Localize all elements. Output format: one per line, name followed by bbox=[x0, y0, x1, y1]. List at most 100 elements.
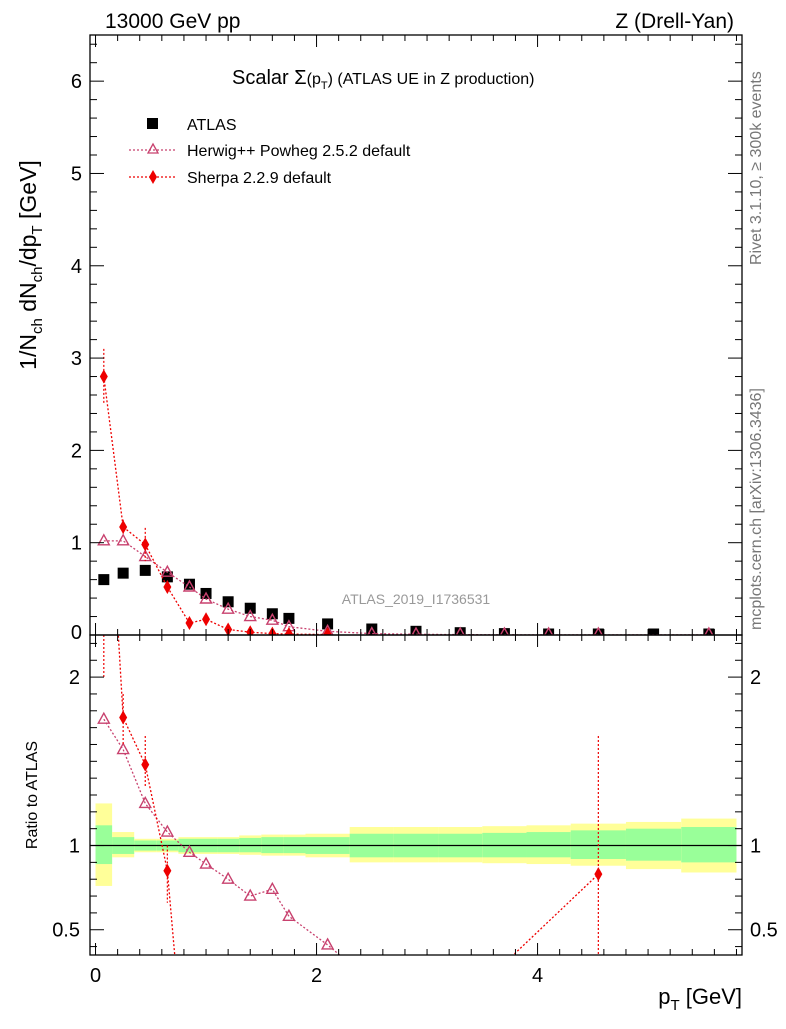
main-point-herwig bbox=[97, 533, 111, 546]
legend: ATLAS Herwig++ Powheg 2.5.2 default Sher… bbox=[129, 117, 411, 187]
legend-marker-atlas bbox=[147, 118, 158, 129]
ylabel-sub-a: ch bbox=[29, 318, 46, 334]
xlabel-sub-a: T bbox=[670, 997, 679, 1014]
main-point-herwig bbox=[593, 626, 603, 635]
ratio-point-herwig bbox=[265, 881, 280, 895]
plot-title: Scalar Σ(pT) (ATLAS UE in Z production) bbox=[232, 67, 534, 92]
mcplots-label: mcplots.cern.ch [arXiv:1306.3436] bbox=[748, 388, 765, 630]
ratio-point-herwig bbox=[138, 795, 152, 809]
ratio-point-herwig bbox=[182, 844, 197, 857]
main-point-sherpa bbox=[119, 520, 128, 534]
main-point-herwig bbox=[366, 626, 377, 635]
ratio-panel-frame bbox=[89, 634, 743, 956]
main-point-herwig bbox=[182, 579, 197, 592]
main-y-tick-label: 6 bbox=[71, 71, 82, 93]
main-point-atlas bbox=[498, 628, 510, 635]
band-inner-bin bbox=[95, 825, 113, 865]
ratio-point-herwig bbox=[97, 711, 111, 724]
main-point-atlas bbox=[244, 602, 256, 614]
x-tick-label: 0 bbox=[90, 965, 101, 987]
main-point-sherpa bbox=[185, 616, 194, 630]
ylabel-part-b: dN bbox=[15, 282, 41, 318]
main-point-herwig bbox=[321, 623, 334, 635]
ratio-plot-area bbox=[97, 635, 603, 955]
main-point-atlas bbox=[592, 628, 604, 635]
header-left: 13000 GeV pp bbox=[105, 10, 240, 33]
main-point-herwig bbox=[499, 626, 510, 635]
main-point-atlas bbox=[183, 578, 195, 590]
main-line-herwig bbox=[103, 540, 709, 635]
main-point-sherpa bbox=[224, 622, 233, 635]
main-point-herwig bbox=[265, 612, 280, 625]
main-point-herwig bbox=[704, 626, 714, 635]
main-point-herwig bbox=[221, 601, 235, 614]
main-y-axis-label: 1/Nch dNch/dpT [GeV] bbox=[15, 160, 46, 370]
ratio-point-herwig bbox=[221, 871, 235, 884]
main-y-tick-label: 3 bbox=[71, 348, 82, 370]
main-point-herwig bbox=[160, 564, 175, 577]
ratio-y-tick-label: 0.5 bbox=[52, 920, 80, 942]
ratio-y-tick-label-right: 1 bbox=[750, 836, 761, 858]
main-point-herwig bbox=[543, 626, 554, 635]
ratio-y-tick-label: 1 bbox=[69, 836, 80, 858]
main-line-sherpa bbox=[103, 376, 328, 635]
ylabel-sub-c: T bbox=[29, 225, 46, 234]
main-point-herwig bbox=[411, 626, 421, 635]
title-post: (ATLAS UE in Z production) bbox=[333, 71, 535, 88]
ratio-point-herwig bbox=[199, 856, 213, 869]
band-inner-bin bbox=[526, 832, 571, 858]
ylabel-part-a: 1/N bbox=[15, 334, 41, 370]
ratio-y-axis-label: Ratio to ATLAS bbox=[24, 741, 41, 849]
ylabel-part-d: [GeV] bbox=[15, 160, 41, 225]
title-pre: Scalar bbox=[232, 67, 294, 89]
ratio-point-herwig bbox=[160, 824, 175, 837]
main-point-atlas bbox=[117, 567, 129, 579]
main-point-atlas bbox=[703, 628, 715, 635]
analysis-watermark: ATLAS_2019_I1736531 bbox=[342, 591, 491, 607]
ratio-line-herwig bbox=[103, 718, 341, 955]
legend-label-sherpa: Sherpa 2.2.9 default bbox=[187, 170, 332, 187]
ylabel-sub-b: ch bbox=[29, 267, 46, 283]
main-point-herwig bbox=[455, 626, 465, 635]
main-point-herwig bbox=[199, 591, 213, 604]
main-point-sherpa bbox=[284, 627, 293, 635]
main-point-herwig bbox=[116, 533, 130, 546]
band-inner-bin bbox=[681, 827, 737, 863]
xlabel-part-a: p bbox=[658, 984, 670, 1009]
main-point-herwig bbox=[243, 609, 257, 622]
legend-label-atlas: ATLAS bbox=[187, 117, 237, 134]
main-point-sherpa bbox=[323, 627, 332, 635]
main-y-tick-label: 1 bbox=[71, 533, 82, 555]
main-y-tick-label: 2 bbox=[71, 440, 82, 462]
ylabel-part-c: /dp bbox=[15, 235, 41, 267]
main-point-atlas bbox=[139, 564, 151, 576]
main-point-sherpa bbox=[99, 369, 108, 384]
main-point-atlas bbox=[98, 574, 110, 586]
x-tick-label: 2 bbox=[311, 965, 322, 987]
band-inner-bin bbox=[625, 828, 682, 861]
main-point-atlas bbox=[454, 627, 466, 635]
title-sigma: Σ bbox=[294, 67, 306, 89]
ratio-point-herwig bbox=[282, 908, 296, 921]
main-plot-area bbox=[97, 348, 715, 635]
main-point-atlas bbox=[648, 628, 660, 635]
title-pt-close: ) bbox=[328, 71, 333, 88]
xlabel-part-b: [GeV] bbox=[680, 984, 742, 1009]
ratio-point-sherpa bbox=[594, 867, 603, 882]
ratio-point-sherpa bbox=[119, 710, 128, 725]
ratio-point-sherpa bbox=[163, 863, 172, 878]
main-y-tick-label: 4 bbox=[71, 256, 82, 278]
main-point-atlas bbox=[283, 612, 295, 624]
main-point-atlas bbox=[543, 628, 555, 635]
main-point-sherpa bbox=[202, 612, 211, 627]
main-y-tick-label: 0 bbox=[71, 622, 82, 644]
ratio-y-tick-label: 2 bbox=[69, 667, 80, 689]
x-tick-label: 4 bbox=[532, 965, 543, 987]
header-right: Z (Drell-Yan) bbox=[615, 10, 734, 33]
main-y-tick-label: 5 bbox=[71, 163, 82, 185]
ratio-y-tick-label-right: 2 bbox=[750, 667, 761, 689]
ratio-band-area bbox=[90, 803, 742, 886]
main-point-sherpa bbox=[163, 580, 172, 594]
main-point-atlas bbox=[410, 625, 422, 635]
